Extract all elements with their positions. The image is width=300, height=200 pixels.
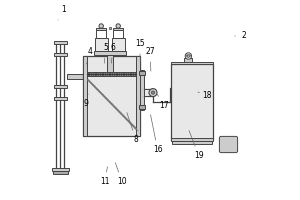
Bar [54, 97, 67, 100]
Bar [171, 138, 213, 141]
Bar [113, 28, 123, 30]
Bar [113, 30, 123, 38]
Bar [53, 171, 68, 174]
Circle shape [187, 55, 190, 57]
Text: 2: 2 [235, 31, 246, 40]
Bar [171, 64, 213, 140]
Bar [96, 28, 106, 30]
Bar [95, 38, 108, 51]
Bar [87, 72, 136, 76]
Bar [83, 56, 87, 136]
Text: 9: 9 [83, 94, 89, 108]
Circle shape [99, 24, 103, 28]
Text: 11: 11 [100, 167, 109, 186]
Bar [83, 56, 140, 136]
Text: 17: 17 [158, 94, 169, 110]
Bar [54, 41, 67, 44]
Bar [52, 168, 69, 171]
Text: 1: 1 [58, 5, 66, 20]
Bar [172, 141, 212, 144]
Text: 16: 16 [151, 115, 162, 154]
Bar [107, 55, 112, 72]
Bar [94, 51, 126, 55]
Bar [139, 71, 145, 75]
Bar [140, 70, 144, 110]
Bar [184, 58, 192, 62]
Bar [54, 53, 67, 56]
Bar [144, 89, 152, 96]
Circle shape [152, 91, 154, 94]
Bar [54, 85, 67, 88]
Text: 15: 15 [135, 40, 144, 61]
FancyBboxPatch shape [219, 136, 238, 153]
Text: 8: 8 [127, 113, 138, 144]
Circle shape [149, 89, 157, 97]
Text: 19: 19 [189, 131, 204, 160]
Text: 10: 10 [115, 163, 127, 186]
Text: 18: 18 [198, 92, 212, 100]
Bar [136, 56, 140, 136]
Bar [139, 105, 145, 109]
Text: 4: 4 [87, 47, 92, 64]
Bar [109, 27, 111, 29]
Circle shape [185, 53, 192, 59]
Text: 6: 6 [111, 44, 116, 63]
Bar [67, 74, 83, 79]
Text: 27: 27 [145, 47, 155, 71]
Text: 5: 5 [103, 44, 108, 63]
Bar [171, 62, 213, 64]
Circle shape [189, 55, 190, 56]
Bar [96, 30, 106, 38]
Bar [112, 38, 125, 51]
Circle shape [116, 24, 120, 28]
Circle shape [186, 55, 188, 56]
